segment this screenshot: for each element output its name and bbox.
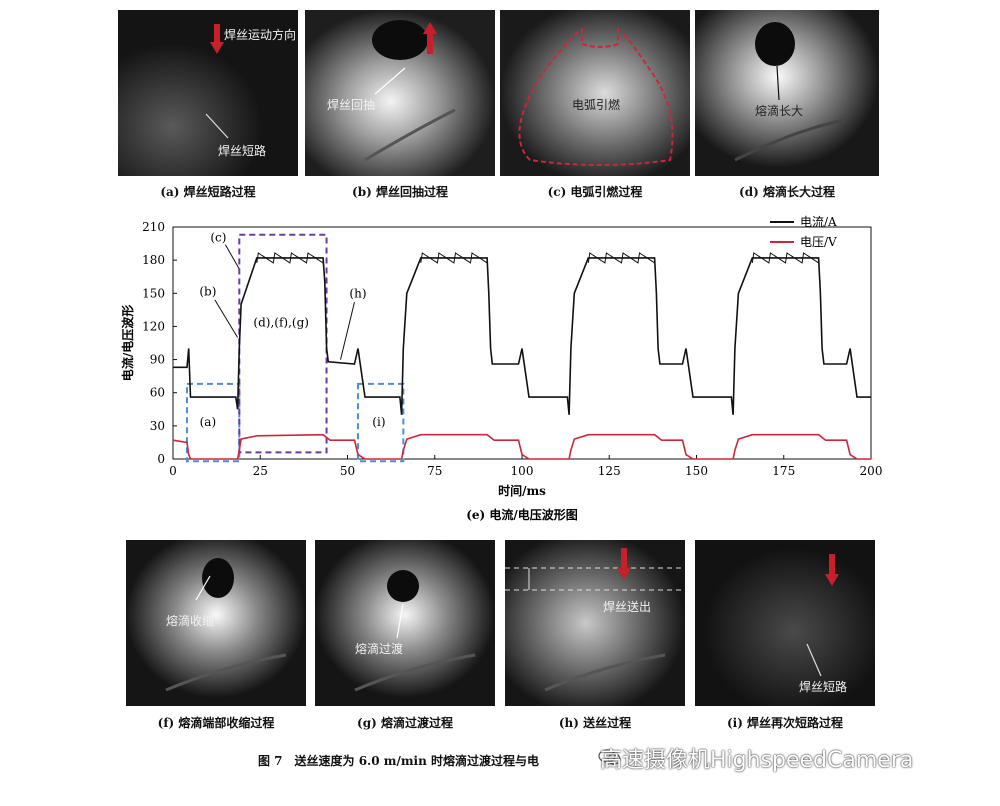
series-line-current	[173, 257, 871, 415]
x-tick-label: 100	[511, 464, 534, 478]
panel-caption: (f) 熔滴端部收缩过程	[157, 716, 275, 730]
waveform-chart: 0 25 50 75 100 125 150 175 200 0 30 60 90 120 150 180 21…	[120, 215, 883, 522]
x-tick-label: 125	[598, 464, 621, 478]
x-tick-label: 200	[860, 464, 883, 478]
panel-caption: (b) 焊丝回抽过程	[352, 185, 448, 199]
photo-label: 焊丝短路	[799, 680, 848, 694]
photo-g-image	[315, 540, 495, 706]
photo-panel-f: 熔滴收缩	[126, 540, 306, 706]
x-tick-label: 75	[427, 464, 442, 478]
x-tick-label: 150	[685, 464, 708, 478]
photo-f-image	[126, 540, 306, 706]
region-box	[356, 382, 405, 463]
series-line-voltage	[172, 433, 871, 460]
annotation-leader	[214, 299, 238, 338]
photo-label: 电弧引燃	[572, 98, 621, 112]
photo-h-image	[505, 540, 685, 706]
annotation-leader	[224, 244, 240, 270]
panel-caption: (d) 熔滴长大过程	[739, 185, 835, 199]
photo-panel-a: 焊丝运动方向 焊丝短路	[118, 10, 298, 176]
legend-label: 电流/A	[800, 215, 837, 229]
x-tick-label: 0	[169, 464, 177, 478]
panel-caption: (i) 焊丝再次短路过程	[726, 716, 844, 730]
arrow-down-icon	[829, 554, 835, 576]
arrow-down-icon	[621, 548, 627, 570]
photo-b-image	[305, 10, 495, 176]
x-tick-label: 50	[340, 464, 355, 478]
series-noise	[256, 252, 324, 264]
x-tick-label: 25	[253, 464, 268, 478]
figure-caption: 图 7 送丝速度为 6.0 m/min 时熔滴过渡过程与电	[258, 754, 539, 768]
panel-caption: (a) 焊丝短路过程	[160, 185, 256, 199]
photo-panel-c: 电弧引燃	[500, 10, 690, 176]
photo-label: 焊丝回抽	[327, 98, 376, 112]
chart-title: (e) 电流/电压波形图	[466, 507, 578, 522]
photo-panel-d: 熔滴长大	[695, 10, 879, 176]
photo-label: 熔滴过渡	[355, 642, 404, 656]
photo-label: 焊丝短路	[218, 144, 267, 158]
y-tick-label: 0	[157, 452, 165, 466]
y-tick-label: 60	[150, 386, 165, 400]
arrow-up-icon	[427, 32, 433, 54]
x-tick-label: 175	[772, 464, 795, 478]
panel-caption: (g) 熔滴过渡过程	[357, 716, 453, 730]
x-axis-label: 时间/ms	[498, 483, 546, 498]
plot-frame	[172, 226, 872, 460]
y-tick-label: 150	[142, 286, 165, 300]
series-noise	[751, 252, 819, 264]
arrow-down-icon	[214, 24, 220, 44]
photo-i-image	[695, 540, 875, 706]
y-tick-label: 30	[150, 419, 165, 433]
photo-c-image	[500, 10, 690, 176]
y-tick-label: 180	[142, 253, 165, 267]
photo-label: 焊丝运动方向	[224, 28, 297, 42]
wechat-icon	[598, 749, 621, 765]
series-noise	[587, 252, 655, 264]
y-tick-label: 90	[150, 353, 165, 367]
photo-panel-i: 焊丝短路	[695, 540, 875, 706]
y-axis-label: 电流/电压波形	[120, 305, 135, 381]
watermark: 高速摄像机HighspeedCamera	[600, 748, 914, 773]
photo-a-image	[118, 10, 298, 176]
panel-caption: (c) 电弧引燃过程	[547, 185, 643, 199]
panel-caption: (h) 送丝过程	[558, 716, 632, 730]
photo-panel-b: 焊丝回抽	[305, 10, 495, 176]
series-noise	[420, 252, 488, 264]
photo-panel-g: 熔滴过渡	[315, 540, 495, 706]
legend-label: 电压/V	[800, 235, 837, 249]
photo-panel-h: 焊丝送出	[505, 540, 685, 706]
annotation-label: (a)	[200, 415, 217, 429]
photo-label: 熔滴收缩	[166, 614, 215, 628]
photo-label: 焊丝送出	[603, 600, 652, 614]
region-box	[238, 233, 328, 454]
annotation-label: (d),(f),(g)	[253, 315, 309, 329]
annotation-label: (c)	[210, 230, 226, 244]
annotation-label: (h)	[349, 287, 366, 301]
annotation-label: (i)	[372, 415, 385, 429]
photo-label: 熔滴长大	[755, 104, 804, 118]
y-tick-label: 210	[142, 220, 165, 234]
photo-d-image	[695, 10, 879, 176]
annotation-leader	[340, 302, 355, 360]
annotation-label: (b)	[199, 284, 216, 298]
y-tick-label: 120	[142, 319, 165, 333]
